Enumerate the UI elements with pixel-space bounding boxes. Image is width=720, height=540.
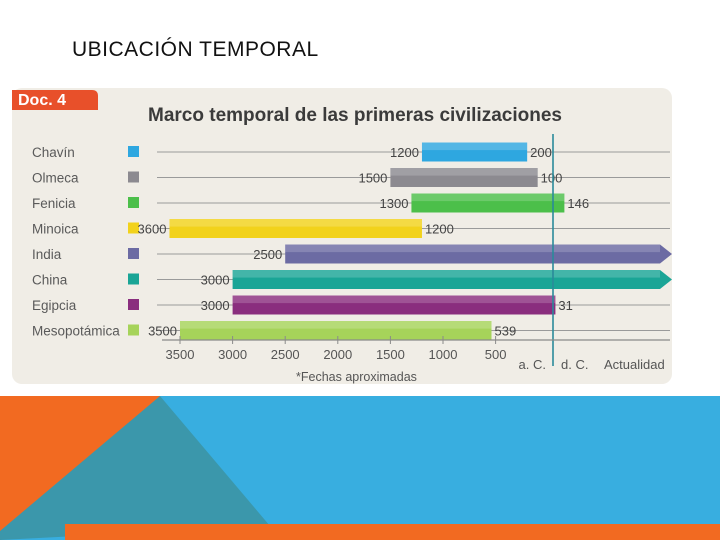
bar-highlight [232, 295, 556, 304]
start-label: 3500 [148, 324, 177, 339]
legend-swatch [128, 197, 139, 208]
end-label: 100 [541, 171, 563, 186]
footer-orange-strip [65, 524, 720, 540]
start-label: 3600 [138, 222, 167, 237]
footnote: *Fechas aproximadas [296, 370, 417, 384]
tick-label: 2000 [323, 347, 352, 362]
end-label: 31 [558, 298, 572, 313]
start-label: 3000 [201, 298, 230, 313]
chart-rows: Chavín 1200 200 Olmeca 1500 100 Fenicia 1300 146… [32, 134, 672, 366]
timeline-row: Mesopotámica 3500 539 [32, 321, 670, 340]
slide-footer-decoration [0, 396, 720, 540]
row-label: Fenicia [32, 196, 76, 211]
range-bar [180, 321, 492, 340]
range-bar [421, 142, 528, 162]
bar-highlight [390, 168, 538, 176]
row-label: Mesopotámica [32, 324, 120, 339]
row-label: Chavín [32, 145, 75, 160]
start-label: 1200 [390, 145, 419, 160]
bar-highlight [411, 193, 565, 202]
timeline-row: Fenicia 1300 146 [32, 193, 670, 213]
timeline-chart: Doc. 4 Marco temporal de las primeras ci… [12, 88, 672, 384]
legend-swatch [128, 324, 139, 336]
timeline-row: Olmeca 1500 100 [32, 168, 670, 187]
bar-highlight [285, 244, 660, 253]
row-label: China [32, 273, 68, 288]
timeline-row: Egipcia 3000 31 [32, 295, 670, 315]
bar-highlight [232, 270, 660, 278]
start-label: 1300 [380, 196, 409, 211]
timeline-row: Minoica 3600 1200 [32, 219, 670, 238]
arrow-head [660, 244, 672, 264]
legend-swatch [128, 146, 139, 157]
timeline-row: India 2500 [32, 244, 672, 264]
end-label: 146 [567, 196, 589, 211]
legend-swatch [128, 222, 139, 234]
tick-label: 2500 [271, 347, 300, 362]
bar-highlight [421, 142, 528, 151]
end-label: 539 [494, 324, 516, 339]
era-label: d. C. [561, 357, 588, 372]
range-bar [285, 244, 660, 264]
range-bar [390, 168, 538, 187]
start-label: 2500 [253, 247, 282, 262]
chart-title: Marco temporal de las primeras civilizac… [148, 105, 562, 126]
range-bar [411, 193, 565, 213]
chart-panel: Doc. 4 Marco temporal de las primeras ci… [12, 88, 672, 384]
tick-label: 1500 [376, 347, 405, 362]
era-label: a. C. [519, 357, 546, 372]
end-label: 1200 [425, 222, 454, 237]
bar-highlight [169, 219, 422, 227]
bar-highlight [180, 321, 492, 329]
era-label: Actualidad [604, 357, 665, 372]
row-label: Olmeca [32, 171, 79, 186]
row-label: Egipcia [32, 298, 77, 313]
slide-title: UBICACIÓN TEMPORAL [72, 38, 319, 61]
doc-badge-label: Doc. 4 [18, 92, 66, 109]
row-label: Minoica [32, 222, 79, 237]
legend-swatch [128, 299, 139, 310]
start-label: 3000 [201, 273, 230, 288]
footer-orange-band [0, 396, 160, 531]
x-axis: 3500 3000 2500 2000 1500 1000 500 a. C. d. C. Act… [162, 336, 670, 372]
range-bar [169, 219, 422, 238]
legend-swatch [128, 248, 139, 259]
start-label: 1500 [358, 171, 387, 186]
tick-label: 500 [485, 347, 507, 362]
legend-swatch [128, 273, 139, 285]
tick-label: 1000 [429, 347, 458, 362]
tick-label: 3500 [166, 347, 195, 362]
timeline-row: Chavín 1200 200 [32, 142, 670, 162]
range-bar [232, 295, 556, 315]
arrow-head [660, 270, 672, 289]
doc-badge [12, 90, 98, 110]
tick-label: 3000 [218, 347, 247, 362]
row-label: India [32, 247, 62, 262]
legend-swatch [128, 171, 139, 183]
end-label: 200 [530, 145, 552, 160]
